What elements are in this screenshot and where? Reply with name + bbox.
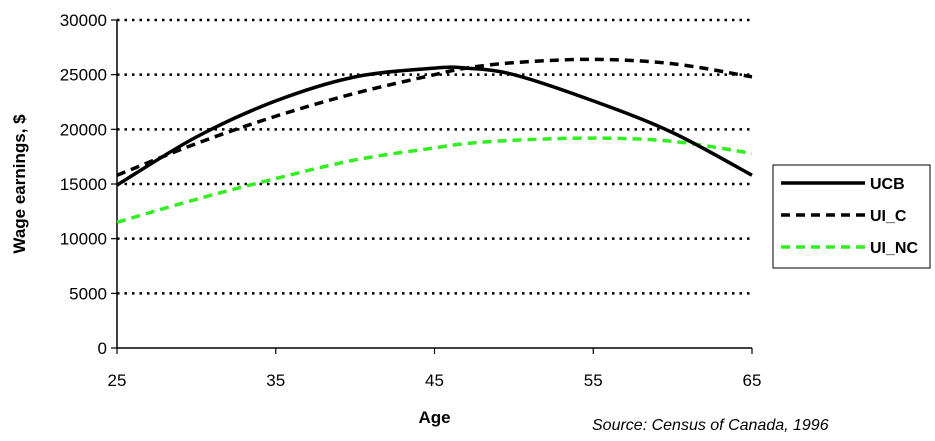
legend-label: UI_C [870, 208, 907, 225]
x-tick-label: 25 [108, 371, 127, 390]
x-tick-label: 65 [743, 371, 762, 390]
y-tick-label: 30000 [60, 11, 107, 30]
series-line-ucb [116, 65, 753, 187]
y-tick-label: 20000 [60, 120, 107, 139]
y-tick-label: 15000 [60, 175, 107, 194]
series-lines [116, 57, 753, 224]
source-note: Source: Census of Canada, 1996 [592, 417, 829, 434]
legend: UCB UI_C UI_NC [772, 164, 931, 269]
y-axis-title: Wage earnings, $ [10, 114, 29, 254]
y-tick-label: 5000 [69, 284, 107, 303]
x-axis-title: Age [418, 408, 450, 427]
series-line-ui-nc [116, 136, 753, 224]
x-tick-label: 45 [425, 371, 444, 390]
tick-labels: 0 5000 10000 15000 20000 25000 30000 25 35 45 55 65 [60, 11, 762, 390]
series-line-ui-c [116, 57, 753, 177]
y-tick-label: 25000 [60, 66, 107, 85]
legend-label: UCB [870, 176, 905, 193]
y-tick-label: 10000 [60, 230, 107, 249]
y-tick-label: 0 [98, 339, 107, 358]
x-tick-label: 35 [266, 371, 285, 390]
legend-label: UI_NC [870, 240, 918, 257]
x-tick-label: 55 [584, 371, 603, 390]
